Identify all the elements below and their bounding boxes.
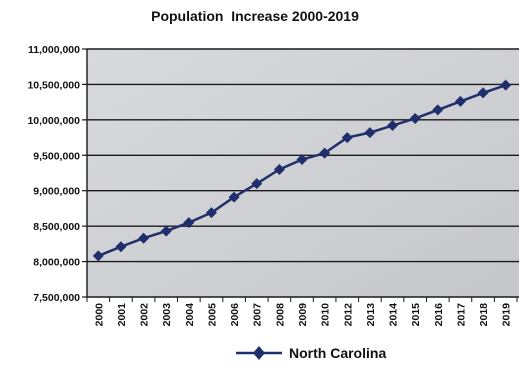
x-tick-label: 2003 [161,303,173,327]
data-point [364,127,376,139]
legend-marker [253,346,265,360]
x-tick-labels: 2000 2001 2002 2003 2004 2005 2006 2007 2008 2009… [93,303,512,327]
x-tick-label: 2005 [206,303,218,327]
data-point [477,87,489,99]
data-point [160,225,172,237]
x-tick-label: 2010 [320,303,332,327]
y-tick-label: 10,500,000 [27,79,80,91]
plot-background [87,49,519,297]
axes [82,48,519,302]
x-tick-label: 2015 [410,303,422,327]
series-north-carolina [92,79,512,262]
legend-label: North Carolina [289,345,386,361]
data-point [205,207,217,219]
y-tick-label: 9,500,000 [33,150,80,162]
data-point [319,147,331,159]
data-point [409,112,421,124]
y-tick-label: 8,500,000 [33,221,80,233]
data-point [432,104,444,116]
x-tick-label: 2000 [93,303,105,327]
data-point [500,79,512,91]
y-tick-label: 8,000,000 [33,257,80,269]
x-tick-label: 2013 [365,303,377,327]
x-tick-label: 2019 [501,303,513,327]
x-tick-label: 2009 [297,303,309,327]
x-tick-label: 2006 [229,303,241,327]
data-point [251,178,263,190]
grid-lines [87,48,519,263]
x-tick-label: 2018 [478,303,490,327]
chart-title: Population Increase 2000-2019 [151,8,359,24]
x-tick-label: 2014 [388,303,400,327]
x-tick-label: 2012 [342,303,354,327]
data-point [228,191,240,203]
x-tick-label: 2008 [274,303,286,327]
x-tick-label: 2016 [433,303,445,327]
y-tick-label: 7,500,000 [33,292,80,304]
data-point [296,154,308,166]
x-tick-label: 2001 [116,303,128,327]
y-tick-labels: 7,500,000 8,000,000 8,500,000 9,000,000 9,50… [27,44,80,304]
data-point [138,232,150,244]
x-tick-label: 2007 [252,303,264,327]
x-tick-label: 2002 [139,303,151,327]
legend: North Carolina [236,345,386,361]
x-tick-label: 2017 [455,303,467,327]
y-tick-label: 11,000,000 [28,44,80,56]
x-tick-label: 2004 [184,303,196,327]
data-point [183,217,195,229]
data-point [454,95,466,107]
data-point [273,163,285,175]
data-point [92,250,104,262]
data-point [115,241,127,253]
data-point [387,120,399,132]
data-point [341,132,353,144]
y-tick-label: 9,000,000 [33,186,80,198]
y-tick-label: 10,000,000 [27,115,80,127]
